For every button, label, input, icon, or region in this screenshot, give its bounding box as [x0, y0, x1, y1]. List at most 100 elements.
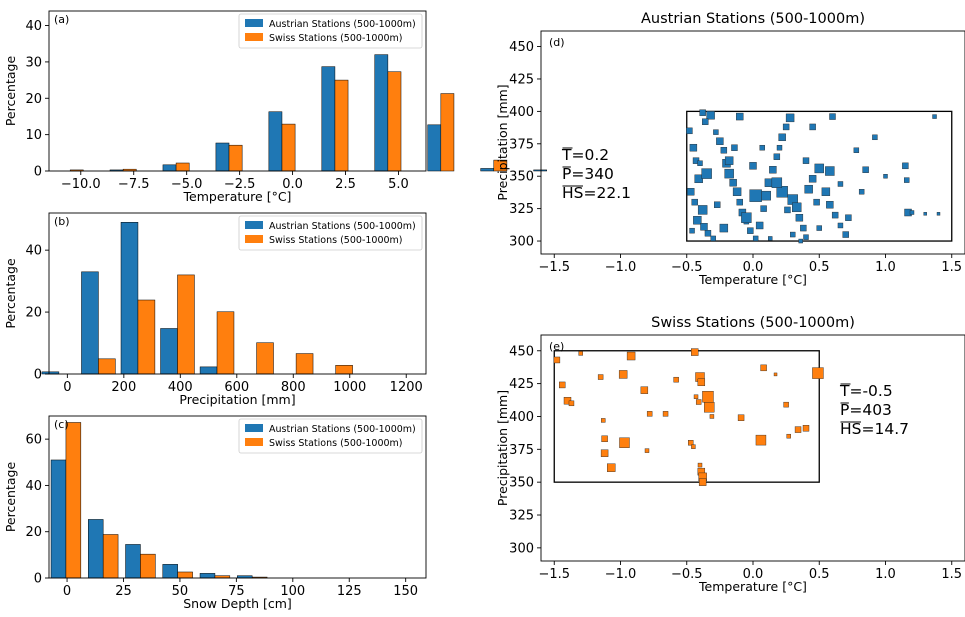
station-marker [559, 381, 566, 389]
bar-swiss [177, 571, 193, 579]
station-marker [640, 386, 649, 394]
bar-swiss [140, 553, 156, 579]
legend: Austrian Stations (500-1000m) Swiss Stati… [238, 418, 423, 454]
station-marker [697, 205, 708, 215]
station-marker [689, 143, 698, 152]
x-tick-label: −5.0 [171, 177, 203, 192]
x-tick-label: 800 [281, 380, 306, 395]
station-marker [755, 221, 764, 230]
bar-swiss [281, 123, 296, 172]
station-marker [904, 177, 910, 183]
plot-frame [48, 10, 427, 172]
station-marker [553, 356, 561, 364]
x-tick-label: 2.5 [335, 177, 356, 192]
x-axis-label: Temperature [°C] [698, 579, 807, 594]
x-tick-label: 125 [337, 584, 362, 599]
x-tick-label: 0.0 [282, 177, 303, 192]
stat-mean-snow-depth: HS=22.1 [562, 184, 631, 202]
station-marker [784, 206, 791, 214]
bar-austrian [427, 124, 442, 172]
station-marker [702, 118, 709, 125]
station-marker [691, 348, 699, 356]
station-marker [699, 109, 706, 116]
legend-entry: Austrian Stations (500-1000m) [269, 221, 416, 232]
station-marker [704, 230, 712, 237]
y-axis-label: Precipitation [mm] [495, 84, 510, 200]
station-marker [697, 160, 703, 166]
y-tick-label: 325 [509, 202, 534, 217]
station-marker [702, 391, 714, 403]
y-tick-label: 20 [25, 306, 42, 321]
station-marker [710, 235, 716, 242]
station-marker [798, 238, 803, 244]
station-marker [646, 411, 653, 417]
station-marker [691, 198, 698, 206]
bar-swiss [295, 353, 314, 375]
legend-swatch [245, 221, 263, 229]
station-marker [736, 112, 744, 121]
station-marker [932, 114, 937, 119]
y-tick-label: 425 [509, 377, 534, 392]
x-tick-label: 100 [280, 584, 305, 599]
bar-swiss [216, 311, 235, 375]
station-marker [755, 434, 767, 446]
x-tick-label: 25 [115, 584, 132, 599]
station-marker [883, 174, 888, 179]
station-marker [776, 186, 788, 198]
station-marker [902, 162, 909, 170]
stat-mean-temperature: T=0.2 [561, 146, 609, 164]
panel-label: (e) [549, 340, 564, 353]
range-box [553, 350, 820, 483]
station-marker [749, 189, 762, 202]
legend-entry: Austrian Stations (500-1000m) [269, 424, 416, 435]
bar-austrian [162, 164, 177, 172]
bar-swiss [440, 93, 455, 172]
station-marker [568, 400, 575, 407]
legend-entry: Swiss Stations (500-1000m) [269, 438, 403, 449]
panel-label: (c) [54, 418, 69, 431]
station-marker [771, 177, 783, 188]
station-marker [800, 224, 807, 232]
station-marker [698, 478, 707, 486]
bar-swiss [175, 162, 190, 172]
y-tick-label: 0 [34, 368, 42, 383]
stat-mean-snow-depth: HS=14.7 [840, 420, 909, 438]
station-marker [693, 216, 702, 225]
station-marker [862, 166, 869, 173]
x-tick-label: −1.5 [538, 260, 570, 275]
station-marker [825, 166, 835, 176]
y-tick-label: 60 [25, 433, 42, 448]
station-marker [826, 201, 834, 209]
station-marker [644, 448, 650, 453]
station-marker [724, 156, 734, 165]
panel-title: Swiss Stations (500-1000m) [651, 315, 855, 331]
y-tick-label: 350 [509, 170, 534, 185]
x-tick-label: −0.5 [671, 567, 703, 582]
bar-austrian [162, 564, 178, 579]
station-marker [749, 162, 757, 170]
station-marker [936, 212, 941, 216]
station-marker [619, 437, 630, 448]
bar-austrian [160, 328, 178, 375]
station-marker [597, 374, 604, 380]
bar-swiss [137, 299, 156, 375]
station-marker [768, 236, 773, 241]
station-marker [769, 166, 777, 174]
x-tick-label: 0.0 [743, 567, 764, 582]
y-tick-label: 350 [509, 476, 534, 491]
x-tick-label: 1000 [333, 380, 366, 395]
legend-frame [238, 13, 423, 49]
x-tick-label: 0 [63, 584, 71, 599]
y-tick-label: 400 [509, 105, 534, 120]
y-tick-label: 450 [509, 344, 534, 359]
station-marker [693, 394, 699, 399]
station-marker [803, 234, 809, 240]
bar-austrian [81, 271, 99, 375]
legend-swatch [245, 235, 263, 243]
station-marker [729, 178, 737, 187]
y-tick-label: 10 [25, 128, 42, 143]
panel-d-scatter-austrian: Austrian Stations (500-1000m) −1.5 −1.0 −0.… [495, 11, 965, 287]
station-marker [816, 225, 822, 231]
station-marker [747, 227, 754, 234]
station-marker [813, 198, 820, 206]
